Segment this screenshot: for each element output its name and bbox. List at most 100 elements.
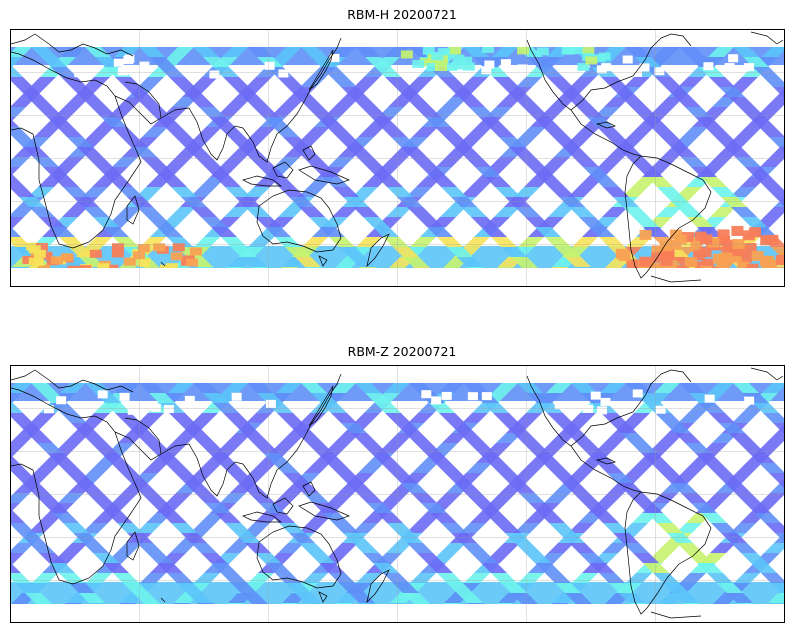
swath-segment: [313, 167, 339, 177]
anomaly-cell: [639, 256, 652, 267]
swath-segment: [11, 403, 23, 413]
swath-segment: [749, 453, 775, 463]
swath-segment: [327, 127, 353, 137]
swath-segment: [17, 87, 43, 97]
swath-segment: [251, 267, 268, 268]
swath-segment: [39, 217, 65, 227]
swath-segment: [711, 187, 737, 197]
swath-segment: [736, 463, 762, 473]
swath-segment: [250, 463, 276, 473]
swath-segment: [39, 553, 65, 563]
anomaly-cell: [740, 252, 753, 263]
swath-segment: [99, 277, 125, 286]
coastline-path: [272, 161, 294, 179]
swath-segment: [699, 403, 725, 413]
swath-segment: [697, 563, 723, 573]
swath-segment: [116, 207, 142, 217]
swath-segment: [548, 543, 574, 553]
swath-segment: [69, 247, 95, 257]
swath-segment: [559, 197, 585, 207]
swath-segment: [179, 87, 205, 97]
swath-segment: [408, 413, 434, 423]
swath-segment: [521, 603, 538, 604]
swath-segment: [667, 197, 693, 207]
swath-segment: [11, 217, 24, 227]
swath-segment: [755, 177, 781, 187]
swath-segment: [166, 493, 192, 503]
swath-segment: [300, 413, 326, 423]
swath-segment: [447, 583, 473, 593]
swath-segment: [739, 443, 765, 453]
gap-cell: [728, 54, 739, 63]
anomaly-cell: [400, 50, 413, 59]
gap-cell: [743, 63, 754, 72]
swath-segment: [377, 513, 403, 523]
swath-segment: [719, 423, 745, 433]
swath-segment: [279, 523, 305, 533]
swath-segment: [123, 583, 149, 593]
anomaly-cell: [123, 257, 136, 266]
swath-segment: [11, 77, 33, 87]
swath-segment: [343, 533, 369, 543]
swath-segment: [358, 127, 384, 137]
coastline-path: [160, 443, 244, 497]
anomaly-cell: [153, 243, 166, 252]
swath-segment: [276, 47, 302, 57]
swath-segment: [302, 237, 328, 247]
swath-segment: [577, 443, 603, 453]
coastline-path: [272, 497, 294, 515]
swath-segment: [195, 493, 221, 503]
anomaly-cell: [482, 47, 495, 53]
swath-segment: [91, 107, 117, 117]
anomaly-cell: [585, 56, 598, 65]
swath-segment: [499, 473, 525, 483]
swath-segment: [529, 503, 555, 513]
anomaly-cell: [106, 264, 119, 268]
swath-segment: [731, 207, 757, 217]
swath-segment: [225, 187, 251, 197]
swath-segment: [466, 127, 492, 137]
swath-segment: [627, 157, 653, 167]
swath-segment: [783, 433, 784, 434]
swath-segment: [121, 137, 147, 147]
swath-segment: [734, 573, 760, 583]
swath-segment: [706, 493, 732, 503]
swath-segment: [654, 47, 680, 57]
swath-segment: [311, 57, 337, 67]
swath-segment: [316, 613, 342, 622]
gap-cell: [43, 405, 54, 414]
anomaly-cell: [452, 54, 465, 63]
swath-segment: [15, 583, 41, 593]
swath-segment: [671, 483, 697, 493]
swath-segment: [469, 107, 495, 117]
swath-segment: [269, 513, 295, 523]
swath-segment: [464, 237, 490, 247]
swath-segment: [583, 503, 609, 513]
anomaly-cell: [719, 252, 732, 263]
swath-segment: [764, 207, 784, 217]
swath-segment: [196, 127, 222, 137]
swath-segment: [609, 583, 635, 593]
swath-segment: [63, 523, 89, 533]
swath-segment: [165, 463, 191, 473]
swath-segment: [27, 97, 53, 107]
coastline-path: [750, 367, 784, 381]
swath-segment: [659, 603, 676, 604]
swath-segment: [192, 413, 218, 423]
swath-segment: [139, 47, 165, 57]
swath-segment: [492, 383, 518, 393]
swath-segment: [563, 483, 589, 493]
swath-segment: [709, 413, 735, 423]
swath-segment: [523, 107, 549, 117]
swath-segment: [568, 523, 594, 533]
gap-cell: [184, 395, 195, 404]
anomaly-cell: [445, 62, 458, 71]
swath-segment: [603, 523, 629, 533]
swath-segment: [302, 573, 328, 583]
swath-segment: [43, 503, 69, 513]
swath-segment: [483, 403, 509, 413]
swath-segment: [745, 503, 771, 513]
swath-segment: [637, 167, 663, 177]
swath-segment: [189, 433, 215, 443]
gap-cell: [484, 60, 495, 69]
